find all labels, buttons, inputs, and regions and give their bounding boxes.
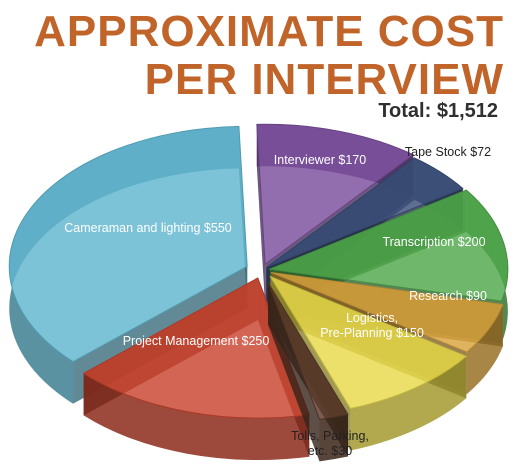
slice-label: Tolls, Parking, etc. $30	[291, 429, 369, 458]
chart-title: APPROXIMATE COST PER INTERVIEW	[34, 8, 504, 104]
slice-label: Research $90	[409, 289, 487, 303]
pie-slice-top	[8, 125, 248, 363]
slice-label: Transcription $200	[382, 235, 485, 249]
title-line-2: PER INTERVIEW	[144, 55, 504, 104]
pie-slice-top	[267, 189, 509, 302]
pie-slice-top	[267, 282, 349, 420]
pie-slice-top	[266, 157, 464, 269]
pie-slice	[267, 282, 349, 462]
leader-line	[309, 404, 319, 426]
pie-slice-top	[256, 123, 415, 266]
slice-label: Tape Stock $72	[405, 145, 491, 159]
total-label: Total: $1,512	[378, 100, 498, 122]
pie-slice-top	[270, 271, 504, 353]
slice-label: Interviewer $170	[274, 153, 366, 167]
slice-label: Project Management $250	[123, 334, 270, 348]
pie-slice-side	[83, 373, 310, 461]
pie-slice-wall	[256, 124, 266, 307]
slice-label: Logistics, Pre-Planning $150	[320, 311, 424, 340]
pie-slice-top	[82, 277, 310, 419]
pie-slice-wall	[268, 282, 320, 462]
title-line-1: APPROXIMATE COST	[34, 7, 504, 56]
pie-slice-top	[269, 275, 468, 410]
slice-label: Cameraman and lighting $550	[64, 221, 232, 235]
